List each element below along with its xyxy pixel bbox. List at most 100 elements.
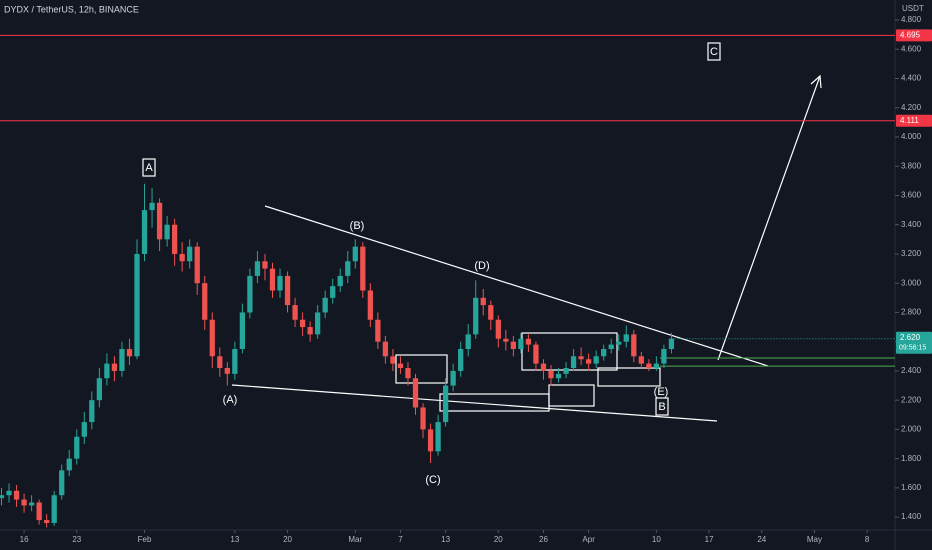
countdown: 09:56:15 xyxy=(899,345,926,352)
candle-body xyxy=(616,341,622,345)
candle-body xyxy=(503,338,509,342)
wave-label: B xyxy=(658,401,665,413)
y-tick-label: 4.200 xyxy=(901,103,922,112)
candle-body xyxy=(247,275,253,313)
candle-body xyxy=(6,490,12,496)
candle-body xyxy=(209,319,215,357)
x-tick-label: 24 xyxy=(757,535,766,544)
candle-body xyxy=(563,368,569,374)
candle-body xyxy=(533,344,539,364)
candle-body xyxy=(13,490,20,500)
candle-body xyxy=(548,370,554,379)
wave-label: (D) xyxy=(474,260,489,272)
candle-body xyxy=(608,344,614,349)
chart-title: DYDX / TetherUS, 12h, BINANCE xyxy=(4,4,139,14)
candle-body xyxy=(525,338,532,345)
candle-body xyxy=(510,341,516,349)
candle-body xyxy=(217,356,223,369)
candle-body xyxy=(390,356,396,364)
candle-body xyxy=(322,297,328,313)
candle-body xyxy=(442,385,449,423)
x-tick-label: 17 xyxy=(705,535,714,544)
candle-body xyxy=(495,319,501,339)
candle-body xyxy=(292,305,298,320)
y-tick-label: 3.800 xyxy=(901,161,922,170)
range-box xyxy=(521,332,618,371)
candle-body xyxy=(412,378,419,408)
candle-body xyxy=(601,348,607,357)
candle-body xyxy=(638,356,644,364)
drawings xyxy=(142,42,822,422)
wave-label: A xyxy=(145,162,153,174)
candle-body xyxy=(104,363,110,379)
price-tag xyxy=(896,114,932,127)
candle-body xyxy=(149,202,155,211)
candle-body xyxy=(239,312,246,349)
label-box xyxy=(655,397,669,416)
price-tag-label: 2.620 xyxy=(900,333,921,342)
candle-body xyxy=(593,356,599,364)
candle-body xyxy=(96,378,102,401)
candle-body xyxy=(307,327,313,335)
x-tick-label: May xyxy=(807,535,822,544)
y-tick-label: 1.800 xyxy=(901,454,922,463)
candle-body xyxy=(284,275,291,306)
trendline xyxy=(231,384,718,422)
candle-body xyxy=(480,297,486,306)
range-box xyxy=(395,354,448,384)
x-tick-label: 10 xyxy=(652,535,661,544)
price-tag xyxy=(896,29,932,42)
annotations: A B C (A) (B) (C) (D) (E) xyxy=(145,46,718,486)
candle-body xyxy=(299,319,306,328)
y-tick-label: 2.200 xyxy=(901,395,922,404)
wave-label: (B) xyxy=(350,220,365,232)
candle-body xyxy=(623,334,629,342)
candle-body xyxy=(458,348,464,371)
y-tick-label: 2.800 xyxy=(901,308,922,317)
candle-body xyxy=(360,246,366,291)
candle-body xyxy=(51,495,57,523)
trendline xyxy=(264,205,769,367)
y-tick-label: 3.400 xyxy=(901,220,922,229)
candle-body xyxy=(473,297,479,335)
x-tick-label: 26 xyxy=(539,535,548,544)
y-tick-label: 2.000 xyxy=(901,425,922,434)
y-tick-label: 1.400 xyxy=(901,512,922,521)
candle-body xyxy=(156,202,163,240)
candle-body xyxy=(262,261,268,269)
candle-body xyxy=(450,370,456,386)
candle-body xyxy=(28,502,35,506)
candle-body xyxy=(345,261,351,276)
x-tick-label: Feb xyxy=(138,535,152,544)
candle-body xyxy=(269,268,276,291)
candle-body xyxy=(134,253,140,357)
candle-body xyxy=(586,359,592,364)
y-axis-label: USDT xyxy=(902,4,924,13)
range-box xyxy=(548,384,595,407)
y-tick-label: 2.400 xyxy=(901,366,922,375)
y-tick-label: 4.800 xyxy=(901,15,922,24)
price-tag-label: 4.111 xyxy=(900,116,919,125)
candle-body xyxy=(277,275,283,291)
candle-body xyxy=(187,246,193,262)
candle-body xyxy=(164,224,170,240)
y-tick-label: 1.600 xyxy=(901,483,922,492)
x-tick-label: 7 xyxy=(398,535,403,544)
candle-body xyxy=(89,400,95,423)
x-tick-label: 8 xyxy=(865,535,870,544)
price-tag-label: 4.695 xyxy=(900,30,921,39)
candle-body xyxy=(668,338,675,349)
candle-body xyxy=(435,422,441,452)
candle-body xyxy=(653,363,660,369)
range-box xyxy=(597,367,661,387)
candle-body xyxy=(661,348,667,364)
candle-body xyxy=(66,458,72,471)
candle-body xyxy=(224,368,230,374)
candle-body xyxy=(405,368,411,379)
candle-body xyxy=(36,502,42,521)
candle-body xyxy=(81,422,87,437)
candle-body xyxy=(488,305,494,320)
candle-body xyxy=(194,246,200,284)
x-tick-label: 13 xyxy=(441,535,450,544)
candle-body xyxy=(555,373,562,379)
